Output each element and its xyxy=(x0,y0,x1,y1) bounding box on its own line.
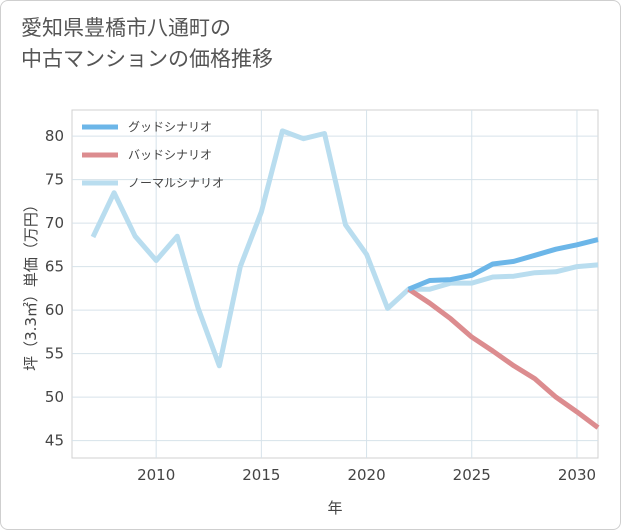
x-tick-label: 2015 xyxy=(242,466,280,484)
series-line-2 xyxy=(90,128,599,369)
y-tick-label: 60 xyxy=(45,301,64,319)
y-axis-label: 坪（3.3㎡）単価（万円） xyxy=(22,197,40,371)
y-tick-label: 70 xyxy=(45,214,64,232)
x-tick-label: 2020 xyxy=(347,466,385,484)
y-tick-label: 80 xyxy=(45,127,64,145)
legend-label: グッドシナリオ xyxy=(128,120,212,134)
title-line-1: 愛知県豊橋市八通町の xyxy=(21,16,231,40)
y-tick-label: 55 xyxy=(45,345,64,363)
series-line-1 xyxy=(407,287,600,430)
y-tick-label: 50 xyxy=(45,388,64,406)
plot-area xyxy=(71,109,599,459)
legend-label: ノーマルシナリオ xyxy=(128,176,224,190)
y-tick-label: 65 xyxy=(45,258,64,276)
x-tick-label: 2025 xyxy=(453,466,491,484)
x-tick-label: 2030 xyxy=(558,466,596,484)
series-line-0 xyxy=(407,237,599,292)
x-axis-label: 年 xyxy=(327,499,342,517)
x-tick-label: 2010 xyxy=(137,466,175,484)
chart-title: 愛知県豊橋市八通町の 中古マンションの価格推移 xyxy=(21,13,273,75)
y-tick-label: 75 xyxy=(45,171,64,189)
y-tick-label: 45 xyxy=(45,432,64,450)
legend-label: バッドシナリオ xyxy=(128,148,212,162)
title-line-2: 中古マンションの価格推移 xyxy=(21,47,273,71)
